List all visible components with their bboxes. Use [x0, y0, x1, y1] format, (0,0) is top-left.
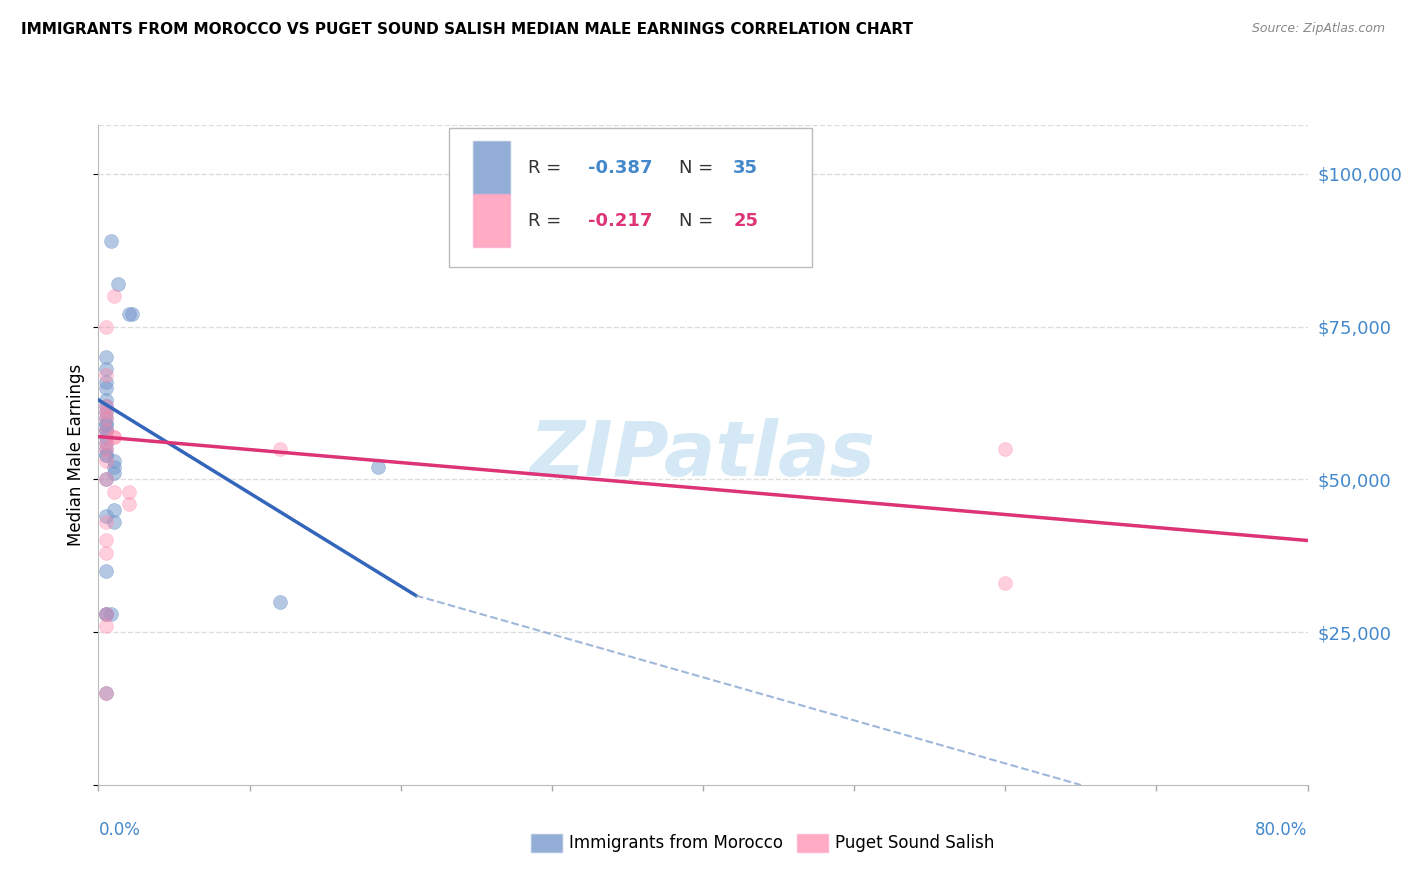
- Point: [103, 289, 125, 303]
- Point: [94, 509, 117, 524]
- Point: [103, 467, 125, 481]
- Point: [94, 607, 117, 621]
- Point: [103, 429, 125, 443]
- Point: [103, 484, 125, 499]
- Point: [94, 381, 117, 395]
- Text: -0.217: -0.217: [588, 211, 652, 229]
- Point: [94, 362, 117, 376]
- Point: [94, 368, 117, 383]
- Point: [94, 515, 117, 529]
- Y-axis label: Median Male Earnings: Median Male Earnings: [67, 364, 86, 546]
- Text: 80.0%: 80.0%: [1256, 822, 1308, 839]
- Text: ZIPatlas: ZIPatlas: [530, 418, 876, 491]
- Text: R =: R =: [527, 159, 567, 177]
- Point: [94, 607, 117, 621]
- Point: [103, 460, 125, 475]
- Text: 0.0%: 0.0%: [98, 822, 141, 839]
- Point: [94, 405, 117, 419]
- Point: [94, 472, 117, 486]
- Point: [94, 417, 117, 432]
- Text: Puget Sound Salish: Puget Sound Salish: [835, 834, 994, 852]
- Point: [103, 515, 125, 529]
- Text: Source: ZipAtlas.com: Source: ZipAtlas.com: [1251, 22, 1385, 36]
- Text: -0.387: -0.387: [588, 159, 652, 177]
- Point: [94, 319, 117, 334]
- Point: [103, 454, 125, 468]
- Text: 35: 35: [734, 159, 758, 177]
- Point: [94, 405, 117, 419]
- Point: [94, 424, 117, 438]
- Point: [94, 411, 117, 425]
- Point: [367, 460, 389, 475]
- Point: [94, 448, 117, 462]
- FancyBboxPatch shape: [474, 194, 509, 247]
- Point: [103, 429, 125, 443]
- Point: [94, 399, 117, 413]
- Text: N =: N =: [679, 211, 718, 229]
- Point: [94, 546, 117, 560]
- Point: [94, 564, 117, 578]
- Point: [94, 442, 117, 456]
- Point: [94, 411, 117, 425]
- Point: [94, 392, 117, 407]
- Point: [94, 435, 117, 450]
- Point: [118, 484, 141, 499]
- Point: [94, 454, 117, 468]
- Point: [118, 497, 141, 511]
- Point: [94, 607, 117, 621]
- Point: [94, 448, 117, 462]
- Text: N =: N =: [679, 159, 718, 177]
- Point: [107, 277, 129, 291]
- FancyBboxPatch shape: [474, 142, 509, 194]
- Point: [994, 442, 1017, 456]
- Point: [994, 576, 1017, 591]
- Point: [94, 399, 117, 413]
- Text: 25: 25: [734, 211, 758, 229]
- Point: [269, 594, 291, 608]
- Point: [94, 686, 117, 700]
- Point: [94, 442, 117, 456]
- Point: [94, 417, 117, 432]
- FancyBboxPatch shape: [449, 128, 811, 267]
- Point: [100, 234, 122, 248]
- Text: IMMIGRANTS FROM MOROCCO VS PUGET SOUND SALISH MEDIAN MALE EARNINGS CORRELATION C: IMMIGRANTS FROM MOROCCO VS PUGET SOUND S…: [21, 22, 912, 37]
- Point: [121, 307, 143, 321]
- Point: [94, 533, 117, 548]
- Text: R =: R =: [527, 211, 567, 229]
- Point: [118, 307, 141, 321]
- Text: Immigrants from Morocco: Immigrants from Morocco: [569, 834, 783, 852]
- Point: [94, 472, 117, 486]
- Point: [94, 435, 117, 450]
- Point: [94, 375, 117, 389]
- Point: [94, 350, 117, 364]
- Point: [94, 424, 117, 438]
- Point: [100, 607, 122, 621]
- Point: [103, 503, 125, 517]
- Point: [94, 424, 117, 438]
- Point: [94, 619, 117, 633]
- Point: [269, 442, 291, 456]
- Point: [94, 429, 117, 443]
- Point: [94, 686, 117, 700]
